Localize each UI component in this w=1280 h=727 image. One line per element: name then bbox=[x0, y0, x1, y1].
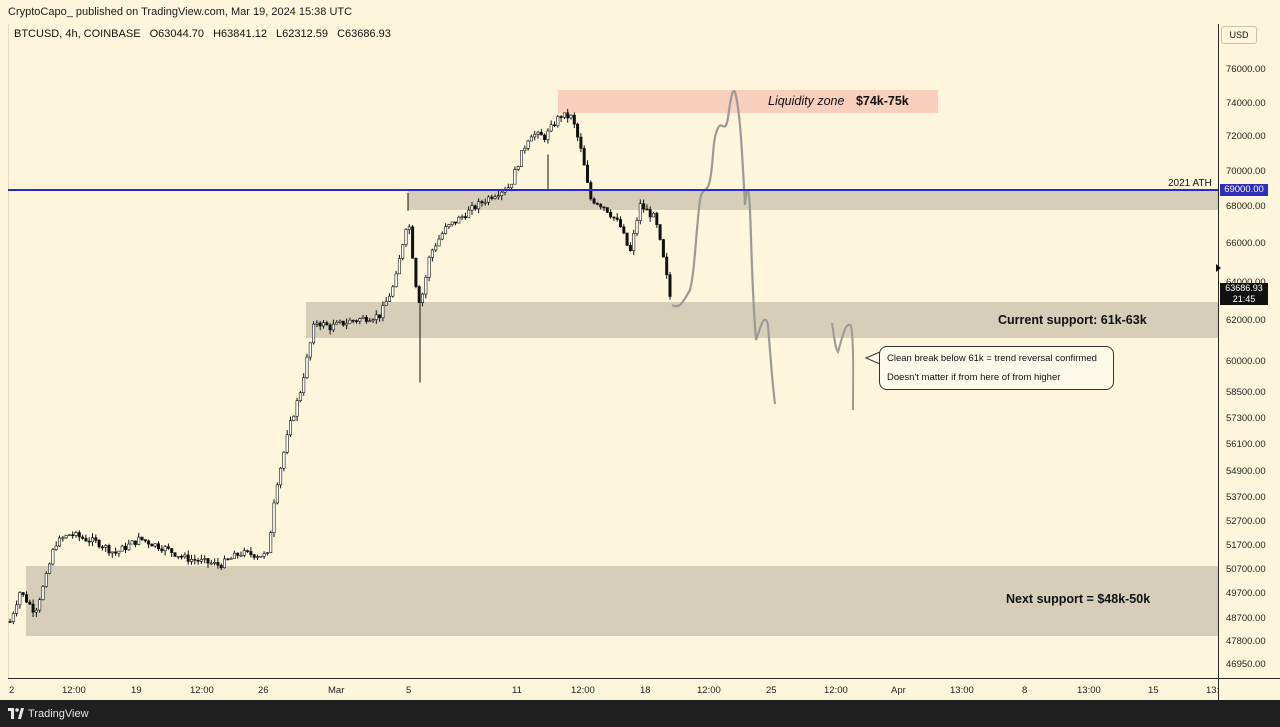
bar-countdown: 21:45 bbox=[1232, 294, 1256, 304]
time-tick-label: 12:00 bbox=[824, 685, 848, 696]
time-tick-label: 13: bbox=[1206, 685, 1220, 696]
price-axis[interactable] bbox=[1218, 24, 1280, 678]
open-value: O63044.70 bbox=[149, 28, 205, 40]
price-tick-label: 58500.00 bbox=[1226, 387, 1266, 398]
publish-header: CryptoCapo_ published on TradingView.com… bbox=[0, 0, 1280, 24]
price-tick-label: 51700.00 bbox=[1226, 540, 1266, 551]
price-tick-label: 50700.00 bbox=[1226, 564, 1266, 575]
time-tick-label: 2 bbox=[9, 685, 15, 696]
price-tick-label: 76000.00 bbox=[1226, 64, 1266, 75]
price-tick-label: 72000.00 bbox=[1226, 131, 1266, 142]
next-support-zone[interactable] bbox=[26, 566, 1218, 636]
time-tick-label: 26 bbox=[258, 685, 269, 696]
symbol-name: BTCUSD, 4h, COINBASE bbox=[14, 28, 141, 40]
time-tick-label: Apr bbox=[891, 685, 906, 696]
time-tick-label: Mar bbox=[328, 685, 345, 696]
tradingview-brand: TradingView bbox=[28, 708, 89, 720]
current-price: 63686.93 bbox=[1225, 283, 1263, 293]
close-value: C63686.93 bbox=[337, 28, 391, 40]
time-tick-label: 19 bbox=[131, 685, 142, 696]
price-tick-label: 54900.00 bbox=[1226, 466, 1266, 477]
footer-bar: TradingView bbox=[0, 700, 1280, 727]
price-tick-label: 52700.00 bbox=[1226, 516, 1266, 527]
ath-horizontal-line[interactable] bbox=[8, 189, 1218, 191]
scroll-right-icon[interactable] bbox=[1216, 264, 1221, 272]
next-support-label: Next support = $48k-50k bbox=[1006, 592, 1151, 606]
callout-note[interactable]: Clean break below 61k = trend reversal c… bbox=[879, 346, 1114, 390]
time-tick-label: 8 bbox=[1022, 685, 1028, 696]
price-tick-label: 53700.00 bbox=[1226, 492, 1266, 503]
price-tick-label: 64000.00 bbox=[1226, 277, 1266, 288]
time-tick-label: 18 bbox=[640, 685, 651, 696]
high-value: H63841.12 bbox=[213, 28, 267, 40]
price-tick-label: 46950.00 bbox=[1226, 659, 1266, 670]
price-tick-label: 56100.00 bbox=[1226, 439, 1266, 450]
currency-button[interactable]: USD bbox=[1221, 26, 1257, 44]
price-tick-label: 60000.00 bbox=[1226, 356, 1266, 367]
tradingview-logo-icon bbox=[8, 708, 24, 719]
callout-line-1: Clean break below 61k = trend reversal c… bbox=[887, 353, 1097, 364]
time-tick-label: 15 bbox=[1148, 685, 1159, 696]
price-tick-label: 49700.00 bbox=[1226, 588, 1266, 599]
price-tick-label: 68000.00 bbox=[1226, 201, 1266, 212]
price-tick-label: 62000.00 bbox=[1226, 315, 1266, 326]
current-price-tag: 63686.93 21:45 bbox=[1220, 283, 1268, 305]
liquidity-zone-label: Liquidity zone $74k-75k bbox=[768, 94, 909, 108]
time-tick-label: 13:00 bbox=[950, 685, 974, 696]
price-tick-label: 66000.00 bbox=[1226, 238, 1266, 249]
time-tick-label: 11 bbox=[512, 685, 522, 696]
price-tick-label: 57300.00 bbox=[1226, 413, 1266, 424]
ath-price-tag: 69000.00 bbox=[1220, 184, 1268, 196]
time-tick-label: 12:00 bbox=[62, 685, 86, 696]
liquidity-zone-range: $74k-75k bbox=[855, 94, 909, 108]
ath-zone[interactable] bbox=[408, 191, 1218, 210]
price-tick-label: 47800.00 bbox=[1226, 636, 1266, 647]
axis-corner bbox=[1218, 678, 1280, 701]
liquidity-zone-title: Liquidity zone bbox=[768, 94, 845, 108]
price-tick-label: 70000.00 bbox=[1226, 166, 1266, 177]
time-tick-label: 12:00 bbox=[571, 685, 595, 696]
time-tick-label: 25 bbox=[766, 685, 777, 696]
time-tick-label: 12:00 bbox=[697, 685, 721, 696]
symbol-legend: BTCUSD, 4h, COINBASE O63044.70 H63841.12… bbox=[14, 28, 397, 40]
time-tick-label: 12:00 bbox=[190, 685, 214, 696]
time-tick-label: 5 bbox=[406, 685, 412, 696]
price-tick-label: 74000.00 bbox=[1226, 98, 1266, 109]
time-tick-label: 13:00 bbox=[1077, 685, 1101, 696]
ath-label: 2021 ATH bbox=[1168, 178, 1212, 189]
publish-info: CryptoCapo_ published on TradingView.com… bbox=[8, 6, 353, 18]
price-tick-label: 48700.00 bbox=[1226, 613, 1266, 624]
time-axis[interactable] bbox=[8, 678, 1218, 701]
low-value: L62312.59 bbox=[276, 28, 328, 40]
callout-line-2: Doesn't matter if from here of from high… bbox=[887, 372, 1061, 383]
current-support-label: Current support: 61k-63k bbox=[998, 313, 1147, 327]
